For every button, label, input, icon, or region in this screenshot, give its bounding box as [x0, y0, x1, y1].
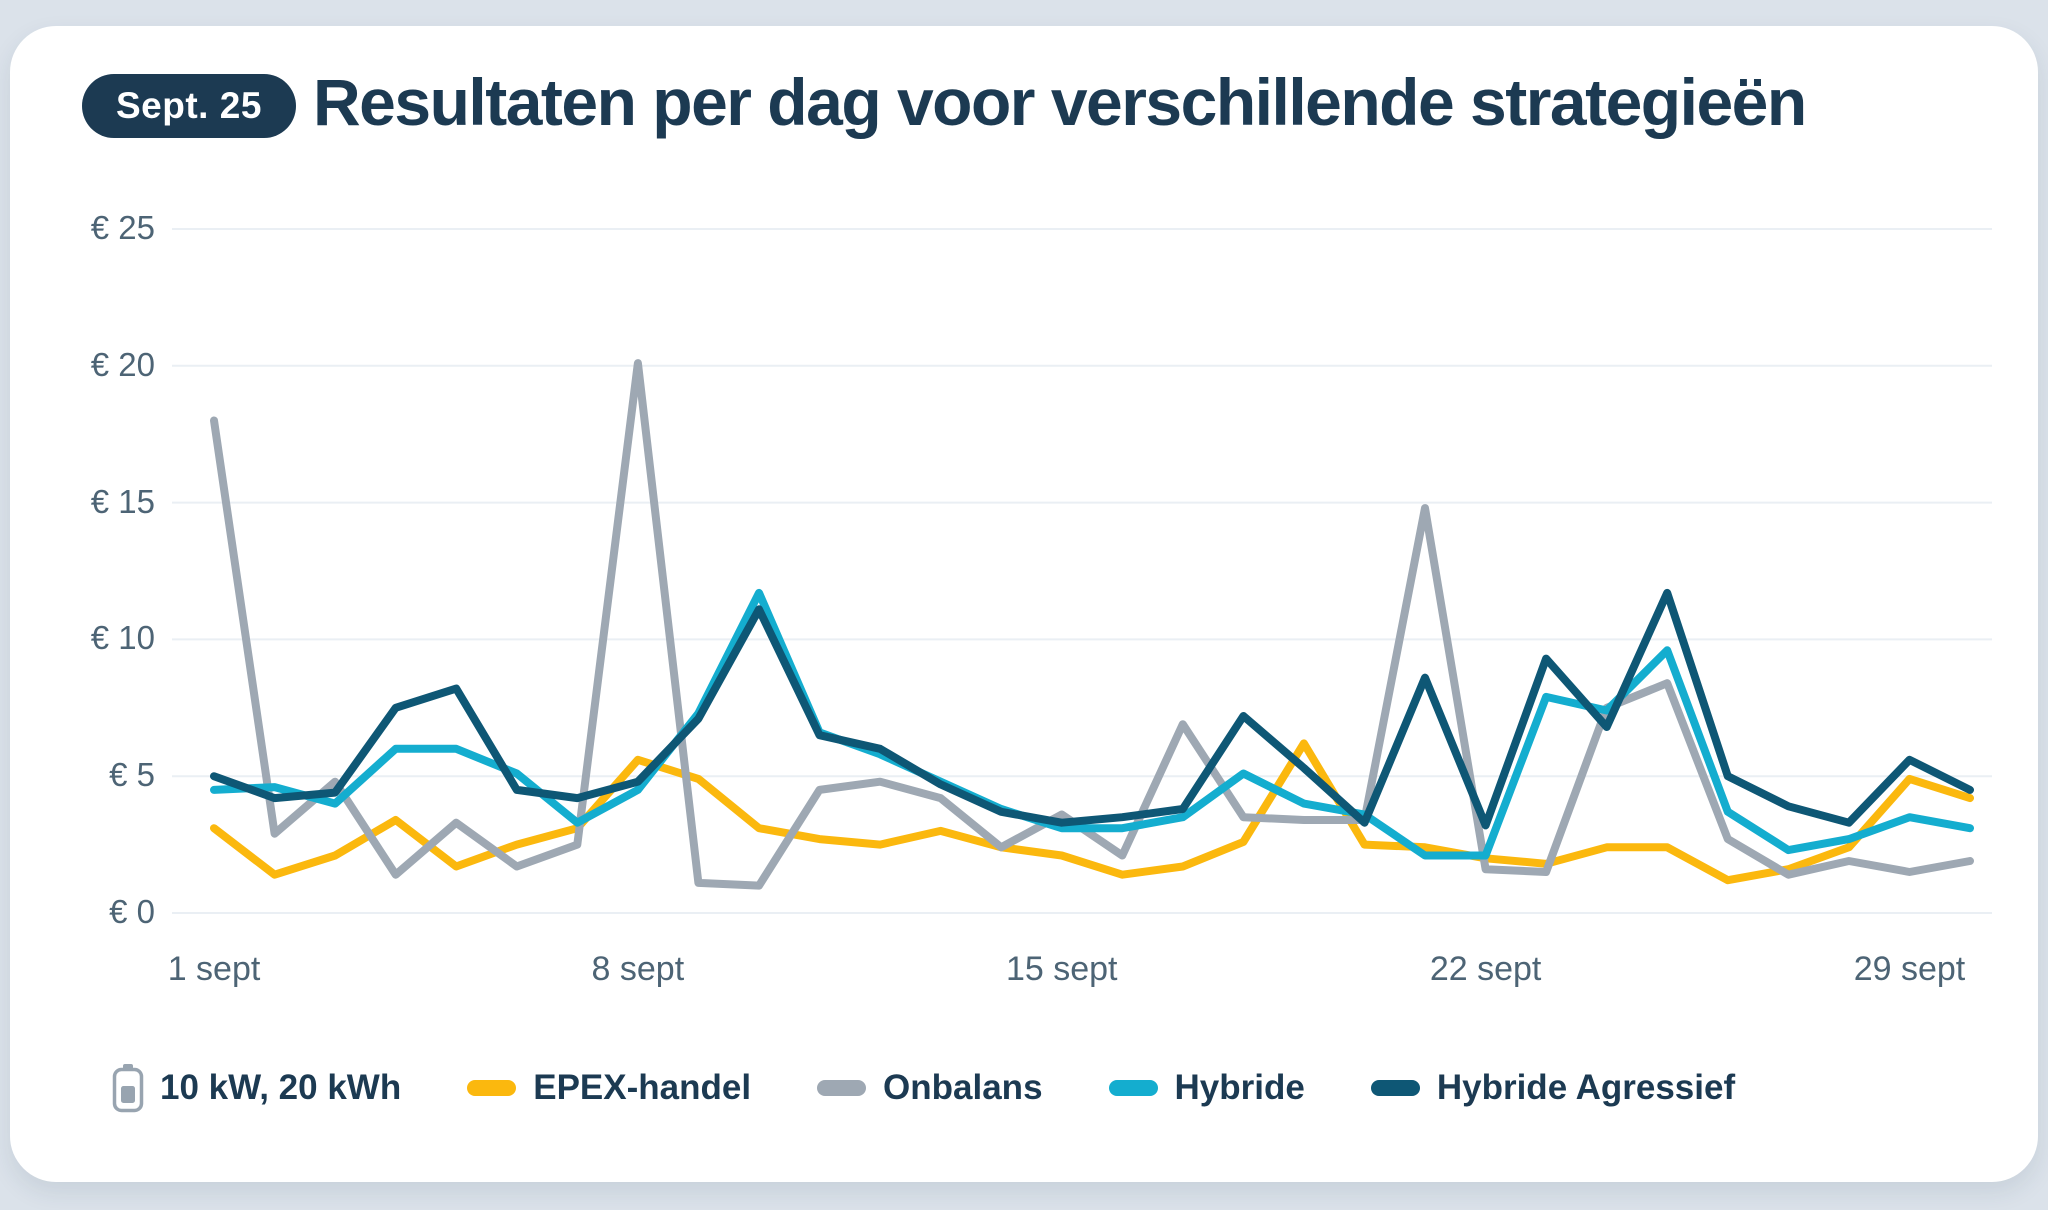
card-canvas: Sept. 25 Resultaten per dag voor verschi… [10, 26, 2038, 1182]
legend-items: EPEX-handel Onbalans Hybride Hybride Agress… [467, 1068, 1735, 1108]
legend-label: Hybride [1174, 1068, 1305, 1107]
y-tick-label: € 5 [109, 756, 155, 794]
y-tick-label: € 0 [109, 893, 155, 930]
y-tick-label: € 10 [90, 619, 155, 657]
legend-item-epex-handel[interactable]: EPEX-handel [467, 1068, 751, 1108]
legend-swatch [467, 1080, 517, 1096]
x-tick-label: 15 sept [1005, 950, 1118, 988]
legend-label: Onbalans [883, 1068, 1043, 1107]
series-line-onbalans [210, 359, 1974, 890]
date-badge: Sept. 25 [82, 74, 296, 138]
x-tick-label: 8 sept [591, 950, 685, 988]
legend-swatch [1370, 1080, 1420, 1096]
series-line-epex-handel [210, 739, 1974, 885]
line-chart [172, 228, 1992, 914]
battery-spec: 10 kW, 20 kWh [112, 1063, 401, 1113]
legend-item-hybride[interactable]: Hybride [1108, 1068, 1305, 1108]
legend-item-hybride-agressief[interactable]: Hybride Agressief [1370, 1068, 1736, 1108]
battery-icon [112, 1064, 144, 1113]
results-card: Sept. 25 Resultaten per dag voor verschi… [10, 26, 2038, 1182]
legend-swatch [1108, 1080, 1158, 1096]
page-title: Resultaten per dag voor verschillende st… [313, 65, 1807, 139]
x-tick-label: 22 sept [1429, 950, 1542, 988]
chart-legend: 10 kW, 20 kWh EPEX-handel Onbalans Hybride… [112, 1056, 1735, 1120]
legend-label: Hybride Agressief [1436, 1068, 1736, 1107]
y-tick-label: € 15 [90, 482, 155, 520]
legend-label: EPEX-handel [533, 1068, 752, 1107]
y-tick-label: € 20 [90, 345, 155, 383]
x-tick-label: 29 sept [1853, 950, 1966, 988]
y-tick-label: € 25 [90, 209, 155, 246]
series-line-hybride-agressief [210, 588, 1974, 830]
x-tick-label: 1 sept [167, 950, 261, 988]
battery-label: 10 kW, 20 kWh [160, 1068, 402, 1107]
legend-swatch [817, 1080, 867, 1096]
legend-item-onbalans[interactable]: Onbalans [817, 1068, 1043, 1108]
